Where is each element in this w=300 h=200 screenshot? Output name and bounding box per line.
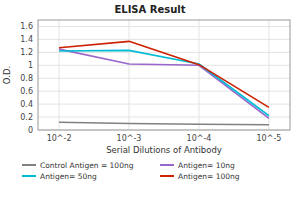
- chart: 0 0.2 0.4 0.6 0.8 1 1.2 1.4 1.6 10^-2 10^-3 10^-4 10…: [0, 0, 300, 200]
- legend-entry: Control Antigen = 100ng: [40, 161, 134, 170]
- legend-entry: Antigen= 100ng: [178, 172, 240, 181]
- y-tick-label: 1.4: [20, 35, 33, 44]
- y-tick-label: 1.2: [20, 48, 33, 57]
- legend: Control Antigen = 100ng Antigen= 10ng Anti…: [22, 161, 240, 181]
- x-tick-label: 10^-5: [257, 134, 282, 143]
- plot-frame: [38, 20, 290, 130]
- y-tick-label: 0.6: [20, 87, 33, 96]
- grid-line: [38, 117, 290, 118]
- grid-line: [38, 39, 290, 40]
- x-axis-label: Serial Dilutions of Antibody: [106, 145, 222, 155]
- series-line: [59, 41, 269, 107]
- legend-entry: Antigen= 10ng: [178, 161, 235, 170]
- y-tick-label: 1: [28, 61, 33, 70]
- y-tick-label: 0.8: [20, 74, 33, 83]
- series-line: [59, 49, 269, 118]
- title: ELISA Result: [114, 4, 185, 15]
- x-tick-label: 10^-2: [47, 134, 72, 143]
- grid-line: [129, 20, 130, 130]
- legend-swatch: [160, 164, 174, 166]
- grid-line: [38, 91, 290, 92]
- legend-entry: Antigen= 50ng: [40, 172, 97, 181]
- legend-swatch: [22, 164, 36, 166]
- grid-line: [38, 26, 290, 27]
- y-tick-label: 0.4: [20, 100, 33, 109]
- legend-swatch: [22, 175, 36, 177]
- data: [59, 41, 269, 124]
- grid-line: [268, 20, 269, 130]
- grid: [38, 20, 290, 130]
- x-tick-label: 10^-4: [187, 134, 212, 143]
- series-line: [59, 122, 269, 125]
- grid-line: [198, 20, 199, 130]
- y-tick-label: 1.6: [20, 22, 33, 31]
- grid-line: [59, 20, 60, 130]
- y-tick-label: 0: [28, 126, 33, 135]
- grid-line: [38, 78, 290, 79]
- legend-swatch: [160, 175, 174, 177]
- y-axis-label: O.D.: [2, 66, 12, 84]
- background: [0, 0, 300, 200]
- x-tick-label: 10^-3: [117, 134, 142, 143]
- series-line: [59, 50, 269, 115]
- y-tick-label: 0.2: [20, 113, 33, 122]
